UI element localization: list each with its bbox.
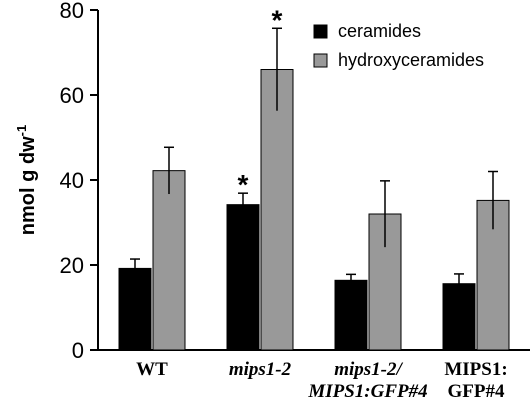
x-category-label: mips1-2 [229,359,292,380]
legend-label-ceramides: ceramides [338,21,421,41]
x-category-label: MIPS1:GFP#4 [307,381,427,402]
bar-ceramides-3 [442,283,476,351]
legend-label-hydroxyceramides: hydroxyceramides [338,50,484,70]
y-tick-label: 80 [60,0,84,23]
y-tick-label: 40 [60,168,84,193]
significance-star: * [238,169,249,200]
bar-ceramides-2 [334,279,368,351]
significance-markers: ** [238,4,283,200]
x-category-label: MIPS1: [444,359,507,380]
y-axis-label: nmol g dw-1 [14,125,39,235]
y-tick-label: 20 [60,253,84,278]
significance-star: * [272,4,283,35]
bar-hydroxyceramides-0 [152,170,186,351]
bars-group [118,69,510,351]
bar-hydroxyceramides-1 [260,69,294,351]
y-tick-label: 0 [72,338,84,363]
y-tick-label: 60 [60,83,84,108]
legend-swatch-hydroxyceramides [313,53,328,68]
legend: ceramides hydroxyceramides [313,21,484,70]
bar-ceramides-1 [226,204,260,351]
error-bars-group [130,27,498,294]
bar-ceramides-0 [118,267,152,351]
legend-swatch-ceramides [313,24,328,39]
x-category-label: mips1-2/ [334,359,403,380]
x-axis: WT mips1-2 mips1-2/MIPS1:GFP#4 MIPS1:GFP#4 [98,349,530,402]
x-category-label: GFP#4 [448,381,505,402]
y-axis: 0 20 40 60 80 [60,0,99,363]
x-category-label: WT [136,359,168,380]
